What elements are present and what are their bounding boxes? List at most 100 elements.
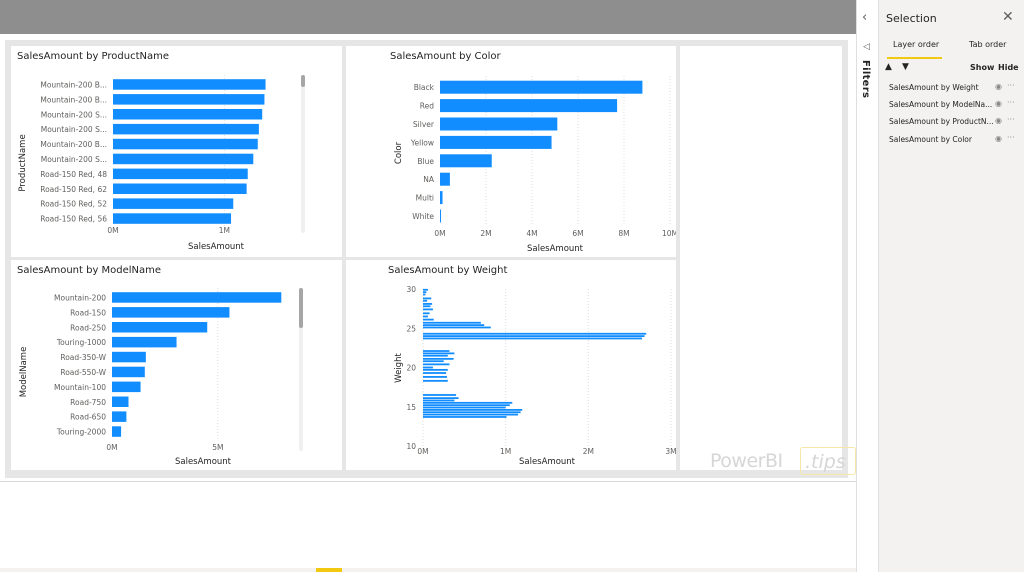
bar: [423, 288, 428, 291]
visual-title: SalesAmount by Weight: [388, 265, 508, 276]
bar: [423, 366, 433, 369]
bar: [112, 307, 230, 318]
bar: [423, 408, 523, 411]
bar-chart-weight: 0M 1M 2M 3M 10 15 20 25 30 SalesAmount Weight: [394, 285, 676, 467]
bar: [423, 305, 431, 308]
bar: [112, 411, 127, 422]
layer-item-weight[interactable]: SalesAmount by Weight ◉ ···: [879, 81, 1024, 96]
selection-pane-title: Selection: [886, 12, 937, 25]
tab-tab-order[interactable]: Tab order: [969, 40, 1007, 49]
x-tick-label: 6M: [572, 229, 583, 238]
bar: [423, 326, 491, 329]
y-tick-label: Road-350-W: [60, 353, 106, 362]
show-all-button[interactable]: Show: [970, 63, 995, 72]
funnel-icon: ◁: [863, 42, 870, 52]
bar: [423, 297, 432, 300]
bar: [423, 337, 643, 340]
y-tick-label: Black: [414, 83, 435, 92]
y-axis-title: Color: [394, 141, 404, 164]
y-tick-label: Road-150 Red, 56: [40, 215, 107, 224]
visual-salesamount-by-modelname[interactable]: SalesAmount by ModelName 0M 5M Mountain-20…: [11, 260, 342, 470]
bar: [113, 153, 254, 165]
bar: [440, 154, 492, 168]
more-options-icon[interactable]: ···: [1007, 98, 1015, 107]
bar: [423, 376, 447, 378]
eye-icon[interactable]: ◉: [995, 99, 1002, 108]
bar: [112, 366, 145, 378]
more-options-icon[interactable]: ···: [1007, 133, 1015, 142]
y-axis-title: ProductName: [18, 134, 28, 191]
y-tick-label: Road-550-W: [60, 368, 106, 377]
move-up-icon[interactable]: ▲: [885, 62, 892, 72]
y-tick-label: Road-250: [70, 323, 106, 332]
bar: [423, 350, 450, 352]
bar: [113, 198, 234, 209]
bar: [423, 312, 430, 315]
y-tick-label: Mountain-200: [54, 293, 106, 302]
bar: [440, 191, 443, 205]
visual-salesamount-by-productname[interactable]: SalesAmount by ProductName 0M 1M Mountain-…: [11, 46, 342, 257]
y-tick-label: Yellow: [410, 138, 434, 147]
bar: [112, 351, 146, 363]
y-tick-label: Mountain-200 B...: [40, 95, 107, 104]
x-tick-label: 0M: [106, 443, 117, 452]
y-tick-label: Road-150 Red, 52: [40, 200, 107, 209]
y-tick-label: White: [412, 212, 434, 221]
bar: [112, 322, 208, 333]
layer-item-label: SalesAmount by ModelNa...: [889, 100, 993, 109]
visual-salesamount-by-weight[interactable]: SalesAmount by Weight 0M 1M 2M 3M 10 15 20 25 30…: [346, 260, 676, 470]
y-tick-label: Mountain-200 B...: [40, 140, 107, 149]
bar: [423, 404, 510, 407]
x-axis-title: SalesAmount: [527, 244, 584, 254]
layer-item-productname[interactable]: SalesAmount by ProductN... ◉ ···: [879, 115, 1024, 130]
bar: [113, 183, 247, 194]
layer-item-modelname[interactable]: SalesAmount by ModelNa... ◉ ···: [879, 98, 1024, 113]
active-page-tab-indicator[interactable]: [316, 568, 342, 572]
move-down-icon[interactable]: ▼: [902, 62, 909, 72]
y-tick-label: 20: [406, 364, 416, 373]
scrollbar-track: [301, 75, 305, 233]
layer-item-label: SalesAmount by Weight: [889, 83, 979, 92]
bar: [423, 406, 506, 409]
chevron-left-icon[interactable]: ‹: [862, 10, 868, 25]
eye-icon[interactable]: ◉: [995, 116, 1002, 125]
eye-icon[interactable]: ◉: [995, 134, 1002, 143]
bar: [423, 399, 455, 402]
powerbi-tips-watermark: PowerBI .tips: [710, 447, 856, 475]
report-page-canvas: SalesAmount by ProductName 0M 1M Mountain-…: [5, 40, 848, 478]
visual-empty-placeholder: [680, 46, 842, 470]
bar: [440, 209, 441, 223]
x-axis-title: SalesAmount: [188, 242, 245, 252]
tab-layer-order[interactable]: Layer order: [893, 40, 940, 49]
more-options-icon[interactable]: ···: [1007, 81, 1015, 90]
bar: [423, 308, 433, 311]
watermark-text: PowerBI: [710, 450, 783, 472]
x-tick-label: 4M: [526, 229, 537, 238]
visual-salesamount-by-color[interactable]: SalesAmount by Color 0M 2M 4M 6M 8M 10M Black R…: [346, 46, 676, 257]
layer-item-color[interactable]: SalesAmount by Color ◉ ···: [879, 133, 1024, 148]
y-tick-label: Mountain-200 S...: [41, 110, 107, 119]
bar: [423, 321, 481, 324]
filters-pane-collapsed[interactable]: ‹ ◁ Filters: [856, 0, 879, 572]
x-tick-label: 2M: [583, 447, 594, 456]
close-icon[interactable]: ✕: [1002, 9, 1014, 25]
y-tick-label: Road-750: [70, 398, 106, 407]
bar: [423, 324, 485, 327]
y-tick-label: 25: [406, 324, 416, 333]
bar: [112, 381, 141, 393]
filters-pane-label[interactable]: Filters: [860, 60, 871, 99]
layer-item-label: SalesAmount by Color: [889, 135, 972, 144]
bar: [112, 426, 122, 437]
y-tick-label: Blue: [417, 157, 434, 166]
selection-pane: Selection ✕ Layer order Tab order ▲ ▼ Sh…: [879, 0, 1024, 572]
eye-icon[interactable]: ◉: [995, 82, 1002, 91]
y-tick-label: Road-150: [70, 308, 106, 317]
y-tick-label: Mountain-200 B...: [40, 80, 107, 89]
x-tick-label: 0M: [107, 226, 118, 235]
visual-title: SalesAmount by Color: [390, 51, 501, 62]
bar: [423, 363, 450, 366]
y-tick-label: Mountain-200 S...: [41, 125, 107, 134]
more-options-icon[interactable]: ···: [1007, 115, 1015, 124]
x-axis-title: SalesAmount: [519, 457, 576, 467]
hide-all-button[interactable]: Hide: [998, 63, 1019, 72]
